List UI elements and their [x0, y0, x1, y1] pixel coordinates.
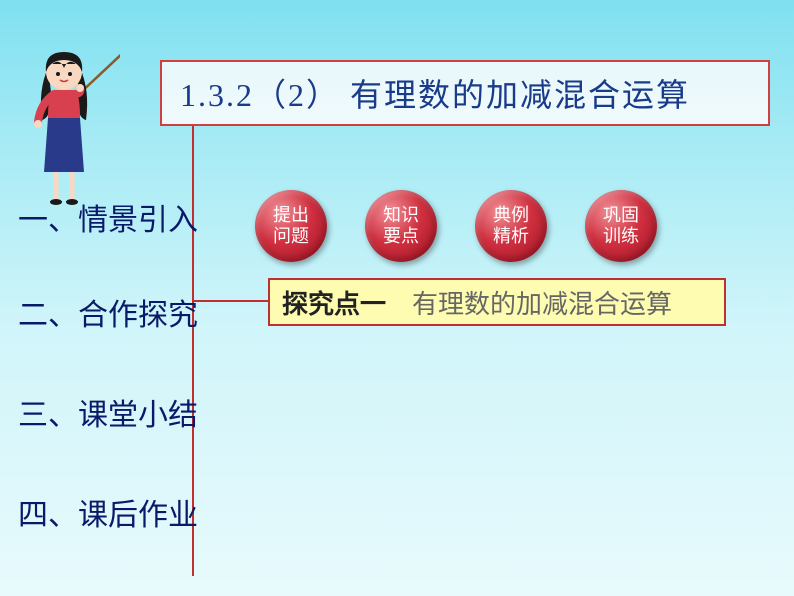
circle-question[interactable]: 提出 问题: [255, 190, 327, 262]
nav-item-2[interactable]: 二、合作探究: [18, 290, 198, 334]
nav-item-4[interactable]: 四、课后作业: [18, 490, 198, 534]
circle-line1: 知识: [383, 205, 419, 226]
title-text: 1.3.2（2） 有理数的加减混合运算: [180, 70, 690, 116]
explore-point-title: 探究点一: [282, 284, 386, 321]
nav-item-3[interactable]: 三、课堂小结: [18, 390, 198, 434]
title-box: 1.3.2（2） 有理数的加减混合运算: [160, 60, 770, 126]
circle-practice[interactable]: 巩固 训练: [585, 190, 657, 262]
nav-item-1[interactable]: 一、情景引入: [18, 195, 198, 239]
circle-line2: 问题: [273, 226, 309, 247]
explore-point-box: 探究点一 有理数的加减混合运算: [268, 278, 726, 326]
circle-knowledge[interactable]: 知识 要点: [365, 190, 437, 262]
teacher-figure: [20, 40, 120, 210]
circle-line1: 典例: [493, 205, 529, 226]
circle-example[interactable]: 典例 精析: [475, 190, 547, 262]
circle-line2: 精析: [493, 226, 529, 247]
circle-line2: 要点: [383, 226, 419, 247]
circle-buttons-row: 提出 问题 知识 要点 典例 精析 巩固 训练: [255, 190, 657, 262]
circle-line1: 提出: [273, 205, 309, 226]
horizontal-connector: [192, 300, 270, 302]
circle-line1: 巩固: [603, 205, 639, 226]
circle-line2: 训练: [603, 226, 639, 247]
explore-point-subtitle: 有理数的加减混合运算: [412, 284, 672, 321]
